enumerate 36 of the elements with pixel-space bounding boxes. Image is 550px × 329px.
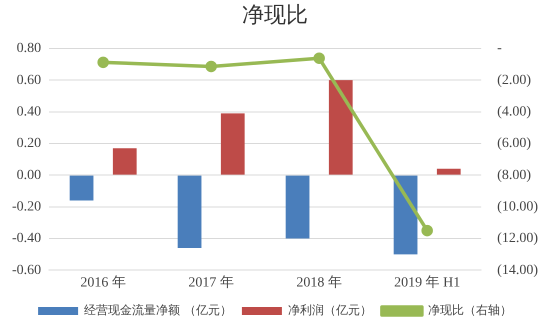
bar — [220, 113, 245, 175]
y2-tick-label: (6.00) — [497, 136, 532, 152]
point — [97, 56, 109, 68]
bar — [178, 176, 202, 248]
legend-label: 净利润（亿元） — [288, 303, 372, 318]
point — [205, 60, 217, 72]
chart-title: 净现比 — [241, 2, 309, 30]
bar — [286, 176, 310, 239]
bar — [112, 148, 137, 175]
x-tick-label: 2018 年 — [296, 274, 342, 290]
legend-label: 经营现金流量净额 （亿元） — [84, 303, 232, 318]
y-tick-label: 0.60 — [16, 72, 42, 88]
bar — [436, 168, 461, 175]
x-tick-label: 2019 年 H1 — [394, 274, 460, 290]
bar — [70, 176, 94, 200]
y-tick-label: 0.00 — [16, 168, 42, 183]
y-tick-label: 0.80 — [16, 41, 42, 56]
y2-tick-label: (8.00) — [497, 168, 532, 183]
y-tick-label: -0.60 — [12, 262, 42, 278]
legend-label: 净现比（右轴） — [428, 303, 512, 318]
bar — [394, 176, 418, 254]
y-tick-label: -0.40 — [12, 231, 42, 246]
y-tick-label: 0.40 — [16, 104, 42, 120]
y-tick-label: -0.20 — [12, 200, 42, 214]
y2-tick-label: (12.00) — [497, 231, 538, 246]
y2-tick-label: (2.00) — [497, 72, 532, 88]
point — [313, 52, 325, 64]
x-tick-label: 2017 年 — [188, 274, 234, 290]
y-tick-label: 0.20 — [16, 136, 42, 152]
x-tick-label: 2016 年 — [80, 274, 126, 290]
y2-tick-label: - — [497, 41, 502, 56]
bar — [328, 80, 353, 175]
y2-tick-label: (10.00) — [497, 200, 538, 214]
y2-tick-label: (14.00) — [497, 262, 538, 278]
point — [421, 224, 433, 236]
y2-tick-label: (4.00) — [497, 104, 532, 120]
